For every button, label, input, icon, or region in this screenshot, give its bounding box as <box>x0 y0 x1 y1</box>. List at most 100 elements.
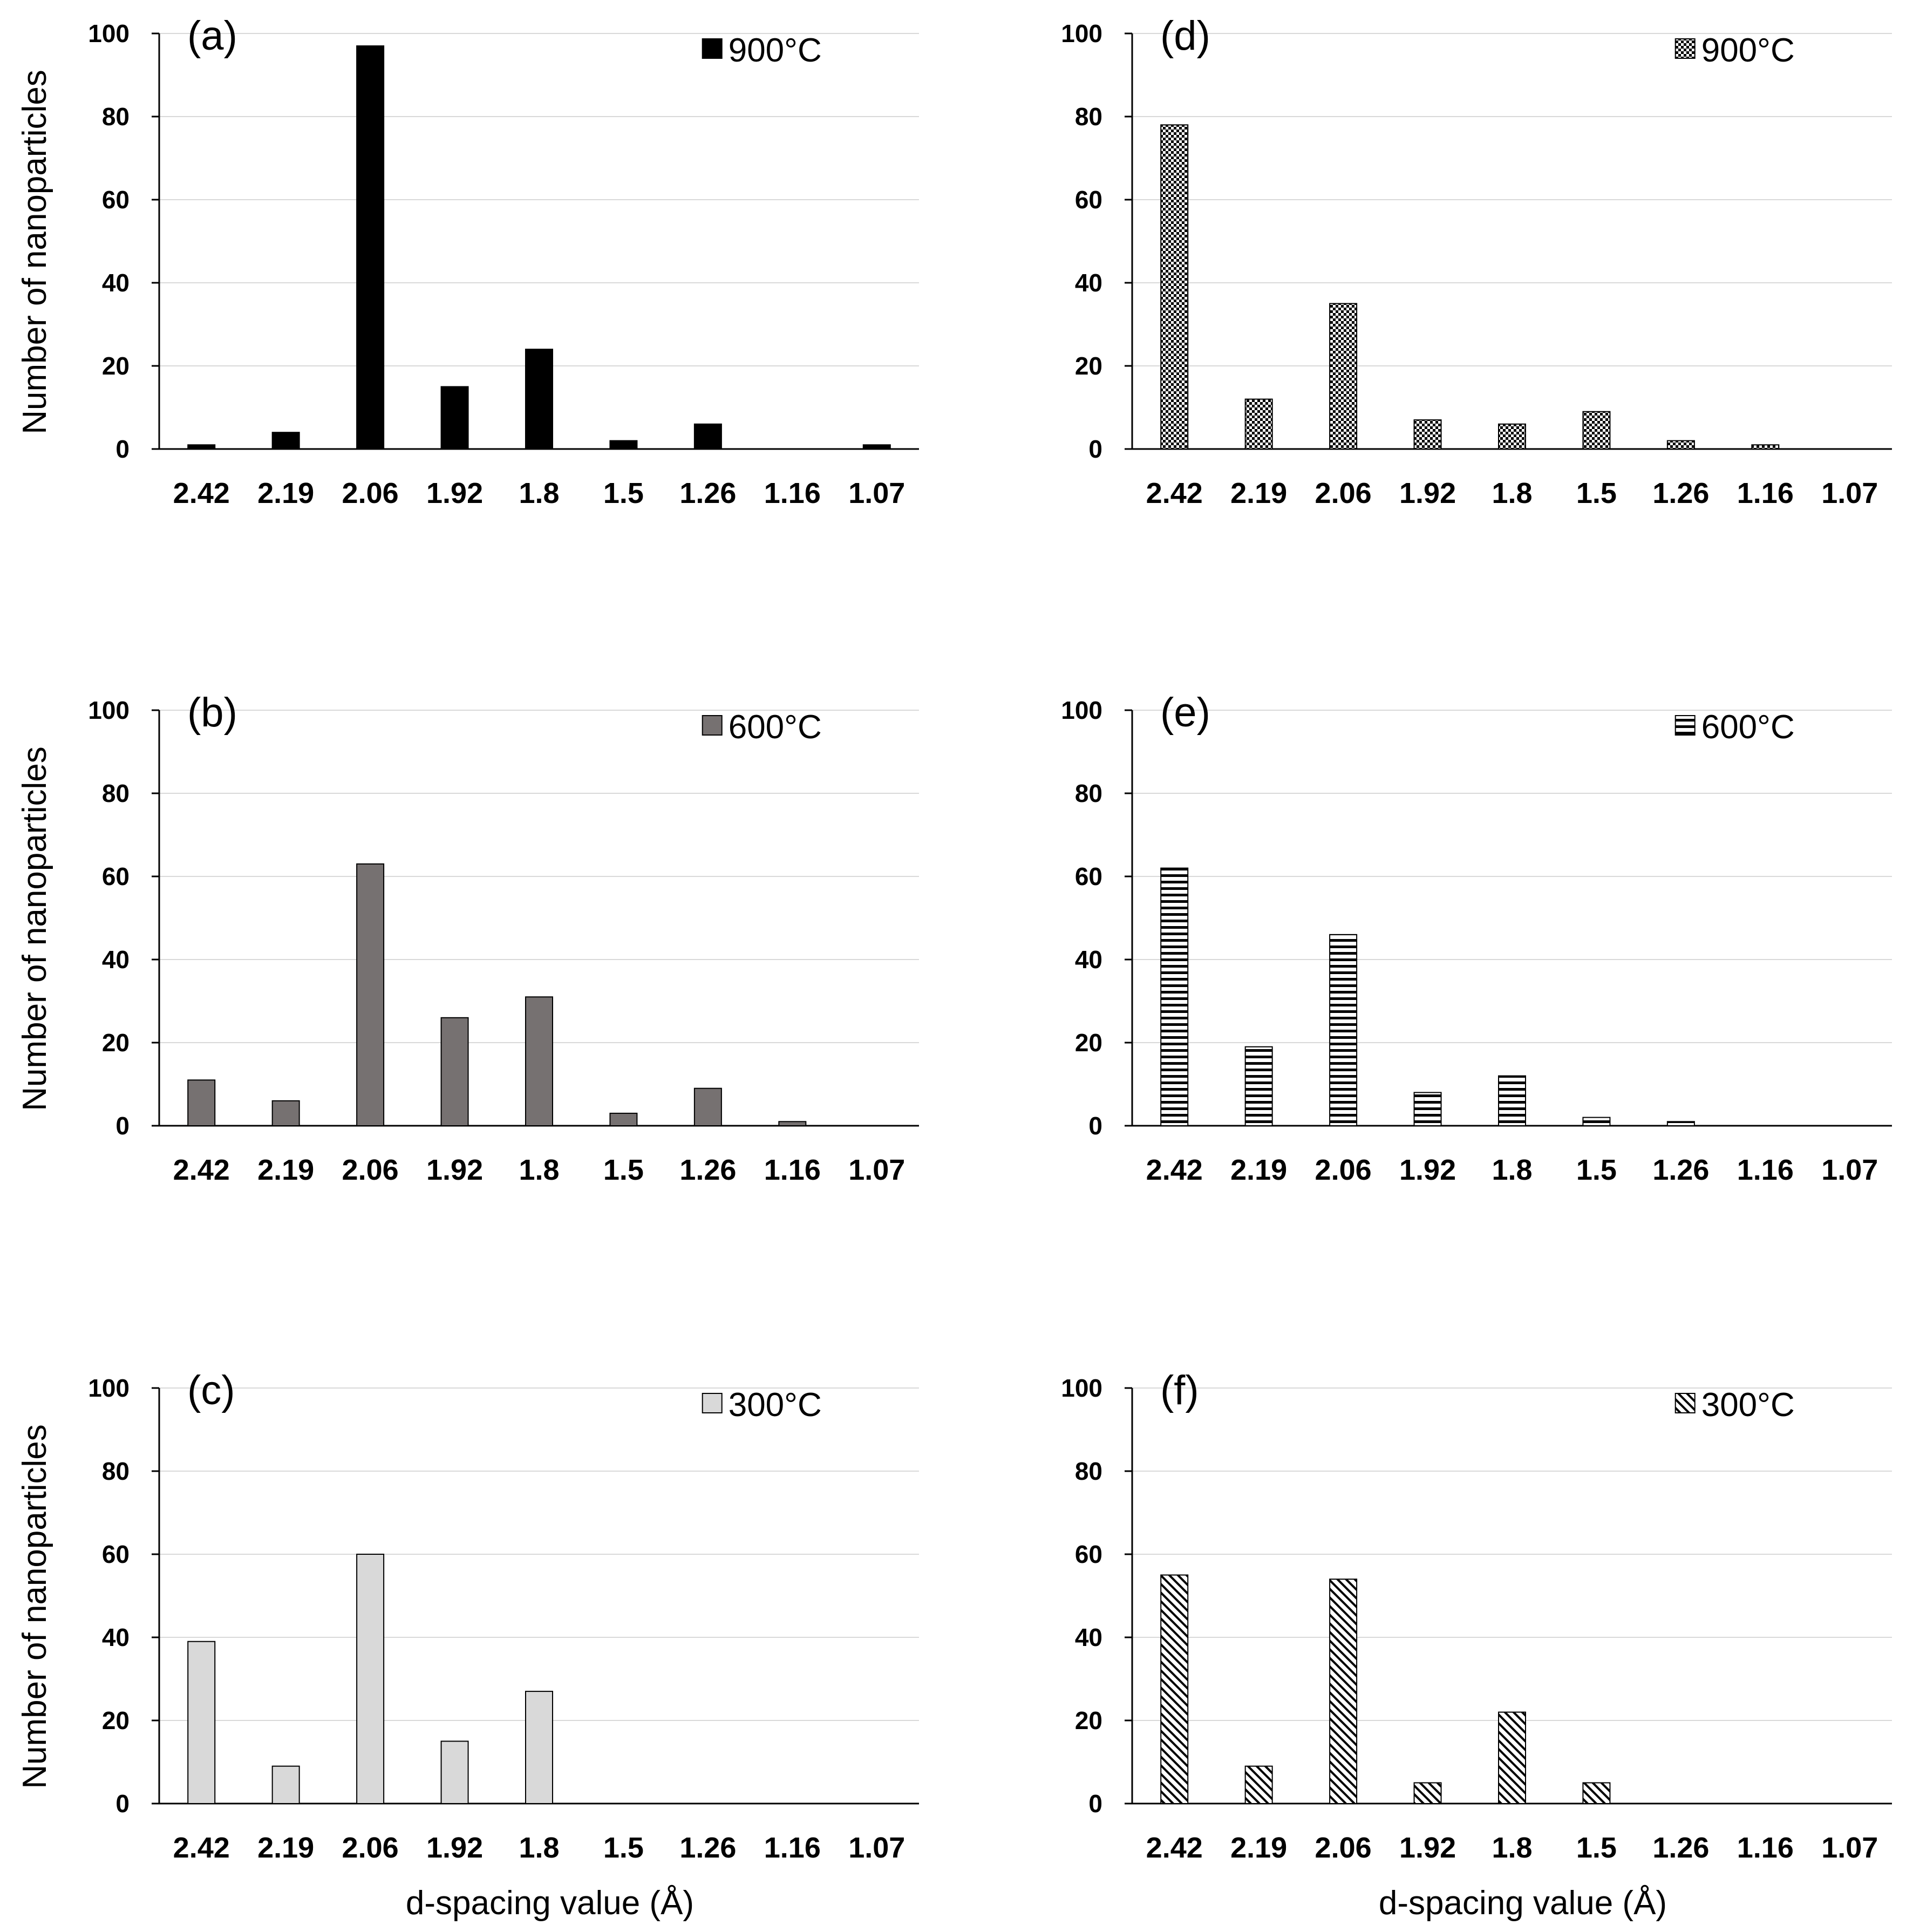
y-tick-label: 40 <box>1075 945 1102 974</box>
panel-label: (e) <box>1160 690 1210 736</box>
y-tick-label: 20 <box>102 1029 130 1057</box>
bar-f-1.92 <box>1413 1782 1442 1804</box>
x-axis-title: d-spacing value (Å) <box>406 1885 694 1922</box>
y-tick-label: 40 <box>102 945 130 974</box>
y-tick-label: 100 <box>1061 1374 1102 1402</box>
bar-a-1.92 <box>440 386 469 450</box>
bar-b-2.42 <box>187 1079 216 1127</box>
x-tick-label: 2.42 <box>1146 477 1203 509</box>
x-tick-label: 1.8 <box>519 1154 559 1186</box>
bar-c-2.42 <box>187 1641 216 1804</box>
bar-b-1.92 <box>440 1017 469 1127</box>
chart-panel-d: 0 20 40 60 80 100 2.42 2.19 2.06 1.92 1.8 1.5 1.26 1.… <box>1061 13 1892 509</box>
bar-f-2.06 <box>1329 1579 1358 1804</box>
x-tick-label: 2.42 <box>173 1832 230 1864</box>
y-tick-label: 0 <box>1088 1112 1102 1140</box>
bar-c-1.92 <box>440 1740 469 1804</box>
bar-d-2.06 <box>1329 303 1358 450</box>
bar-e-2.06 <box>1329 934 1358 1127</box>
y-tick-label: 80 <box>102 103 130 131</box>
y-tick-label: 80 <box>1075 1457 1102 1485</box>
y-tick-label: 100 <box>88 1374 130 1402</box>
x-tick-label: 1.8 <box>519 1832 559 1864</box>
bar-e-2.19 <box>1244 1046 1273 1126</box>
y-tick-label: 80 <box>102 1457 130 1485</box>
y-tick-label: 20 <box>1075 1706 1102 1734</box>
x-tick-label: 2.19 <box>257 477 314 509</box>
x-tick-label: 2.42 <box>1146 1832 1203 1864</box>
x-tick-label: 1.26 <box>679 1154 736 1186</box>
bar-a-2.42 <box>187 444 216 450</box>
x-tick-label: 1.8 <box>1492 1832 1532 1864</box>
bar-a-1.07 <box>862 444 891 450</box>
x-tick-label: 1.5 <box>603 1832 644 1864</box>
legend-label: 600°C <box>729 709 822 746</box>
x-tick-label: 1.8 <box>519 477 559 509</box>
bar-d-1.92 <box>1413 419 1442 450</box>
y-tick-label: 0 <box>115 1112 130 1140</box>
x-tick-label: 1.26 <box>679 1832 736 1864</box>
bar-c-1.8 <box>525 1691 553 1805</box>
y-tick-label: 100 <box>88 696 130 724</box>
x-tick-label: 1.16 <box>764 1832 821 1864</box>
legend-swatch <box>702 38 723 59</box>
x-tick-label: 2.19 <box>257 1832 314 1864</box>
x-tick-label: 1.5 <box>1576 1832 1617 1864</box>
x-tick-label: 1.5 <box>603 477 644 509</box>
bar-b-1.8 <box>525 996 553 1127</box>
x-tick-label: 1.92 <box>1399 1154 1456 1186</box>
bar-a-1.26 <box>693 423 722 450</box>
x-tick-label: 1.16 <box>764 477 821 509</box>
bar-b-1.26 <box>693 1087 722 1126</box>
y-tick-label: 100 <box>1061 19 1102 47</box>
x-tick-label: 1.16 <box>1737 477 1794 509</box>
bar-e-1.92 <box>1413 1092 1442 1127</box>
bar-d-1.16 <box>1751 444 1780 450</box>
y-tick-label: 40 <box>102 1623 130 1651</box>
chart-panel-e: 0 20 40 60 80 100 2.42 2.19 2.06 1.92 1.8 1.5 1.26 1.… <box>1061 690 1892 1186</box>
bar-e-2.42 <box>1160 867 1189 1126</box>
x-tick-label: 1.16 <box>1737 1154 1794 1186</box>
x-tick-label: 1.92 <box>426 1832 483 1864</box>
legend-label: 300°C <box>729 1386 822 1424</box>
bar-f-2.19 <box>1244 1765 1273 1804</box>
bar-e-1.26 <box>1666 1121 1695 1127</box>
x-tick-label: 1.16 <box>764 1154 821 1186</box>
x-tick-label: 1.26 <box>1652 1154 1709 1186</box>
legend-swatch <box>702 715 723 736</box>
y-tick-label: 60 <box>102 1540 130 1568</box>
y-tick-label: 20 <box>102 352 130 380</box>
y-axis-title: Number of nanoparticles <box>16 1424 53 1788</box>
x-axis-title: d-spacing value (Å) <box>1379 1885 1667 1922</box>
legend-label: 900°C <box>1701 32 1795 69</box>
panel-label: (f) <box>1160 1368 1199 1413</box>
y-tick-label: 80 <box>102 779 130 807</box>
panel-label: (c) <box>187 1368 235 1413</box>
x-tick-label: 1.16 <box>1737 1832 1794 1864</box>
y-axis-title: Number of nanoparticles <box>16 70 53 434</box>
y-tick-label: 100 <box>1061 696 1102 724</box>
x-tick-label: 2.06 <box>342 477 399 509</box>
chart-panel-f: 0 20 40 60 80 100 2.42 2.19 2.06 1.92 1.8 1.5 1.26 1.… <box>1061 1368 1892 1922</box>
bar-d-2.19 <box>1244 398 1273 450</box>
x-tick-label: 2.19 <box>1230 477 1287 509</box>
legend-label: 600°C <box>1701 709 1795 746</box>
bar-d-1.26 <box>1666 440 1695 450</box>
bar-d-1.8 <box>1498 423 1526 450</box>
y-tick-label: 60 <box>1075 186 1102 214</box>
x-tick-label: 2.19 <box>257 1154 314 1186</box>
bar-b-1.16 <box>778 1121 807 1127</box>
x-tick-label: 2.42 <box>173 1154 230 1186</box>
x-tick-label: 2.06 <box>342 1832 399 1864</box>
y-tick-label: 0 <box>115 435 130 463</box>
y-tick-label: 80 <box>1075 779 1102 807</box>
x-tick-label: 2.42 <box>1146 1154 1203 1186</box>
bar-e-1.8 <box>1498 1075 1526 1126</box>
legend-swatch <box>1674 1393 1696 1413</box>
x-tick-label: 1.26 <box>1652 477 1709 509</box>
bar-e-1.5 <box>1582 1117 1611 1127</box>
x-tick-label: 1.92 <box>426 477 483 509</box>
x-tick-label: 1.07 <box>848 1832 905 1864</box>
bar-a-1.5 <box>609 440 638 450</box>
